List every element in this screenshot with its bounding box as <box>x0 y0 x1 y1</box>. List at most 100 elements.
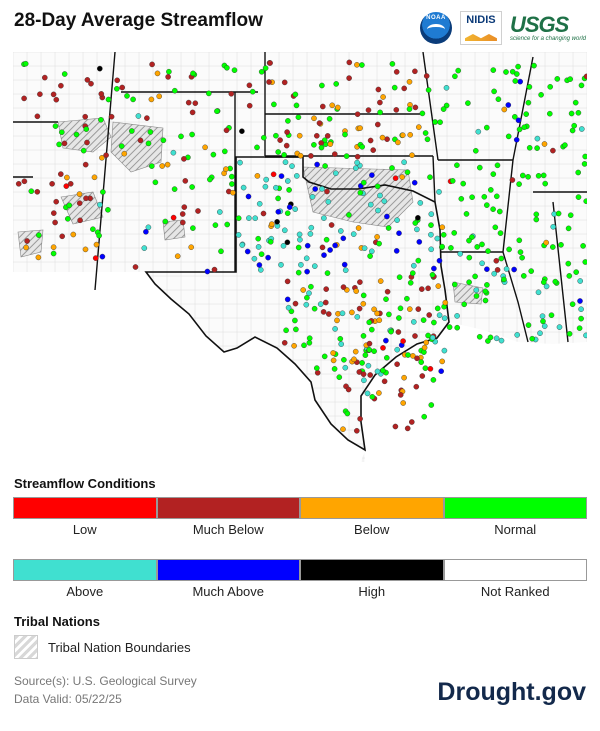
streamgage-point <box>296 231 303 238</box>
streamgage-point <box>423 339 430 346</box>
streamgage-point <box>255 244 262 250</box>
streamgage-point <box>492 224 499 231</box>
data-valid-line: Data Valid: 05/22/25 <box>14 692 122 706</box>
streamgage-point <box>160 137 167 144</box>
streamgage-point <box>383 354 390 361</box>
legend-swatch-high <box>300 559 444 581</box>
streamgage-point <box>349 309 355 316</box>
streamgage-point <box>525 174 531 180</box>
streamgage-point <box>505 102 512 108</box>
streamgage-point <box>292 206 299 212</box>
streamgage-point <box>141 245 148 251</box>
noaa-logo[interactable]: NOAA <box>419 12 452 44</box>
streamgage-point <box>300 287 307 293</box>
streamgage-point <box>28 188 35 194</box>
streamgage-point <box>135 113 142 119</box>
streamgage-point <box>400 338 406 344</box>
streamgage-point <box>331 151 338 157</box>
streamgage-point <box>505 133 512 140</box>
streamgage-point <box>336 374 343 381</box>
streamgage-point <box>430 377 437 383</box>
streamgage-point <box>513 71 520 77</box>
streamgage-point <box>103 152 109 158</box>
streamgage-point <box>205 90 212 97</box>
streamgage-point <box>472 273 478 280</box>
streamgage-point <box>304 294 310 301</box>
streamgage-point <box>476 164 483 171</box>
streamgage-point <box>543 239 550 246</box>
streamgage-point <box>311 142 317 148</box>
streamgage-point <box>270 171 277 178</box>
streamgage-point <box>22 60 29 67</box>
streamgage-point <box>223 127 230 134</box>
streamgage-point <box>410 262 417 269</box>
streamgage-point <box>148 96 155 103</box>
streamgage-point <box>313 133 320 139</box>
streamgage-point <box>435 283 442 289</box>
streamgage-point <box>356 305 363 312</box>
streamgage-point <box>487 187 494 193</box>
streamgage-point <box>404 295 410 302</box>
streamgage-point <box>319 103 326 110</box>
streamgage-point <box>367 253 373 259</box>
streamgage-point <box>265 254 271 261</box>
streamgage-point <box>84 77 91 83</box>
usgs-logo[interactable]: USGS science for a changing world <box>510 14 586 43</box>
streamgage-point <box>119 84 125 91</box>
streamgage-point <box>149 61 155 68</box>
streamgage-point <box>452 73 458 80</box>
streamgage-point <box>256 200 263 207</box>
streamgage-point <box>284 278 291 285</box>
streamgage-point <box>541 323 548 329</box>
streamgage-point <box>412 68 418 75</box>
streamgage-point <box>275 208 282 215</box>
streamgage-point <box>301 342 307 349</box>
streamgage-point <box>93 241 100 248</box>
streamgage-point <box>494 267 501 273</box>
streamgage-point <box>88 80 94 87</box>
streamgage-point <box>152 179 159 186</box>
streamgage-point <box>359 62 365 68</box>
streamgage-point <box>266 79 272 85</box>
streamgage-point <box>61 71 68 77</box>
drought-gov-brand[interactable]: Drought.gov <box>437 678 586 706</box>
partner-logos: NOAA NIDIS USGS science for a changing w… <box>419 10 586 46</box>
streamgage-point <box>82 161 89 168</box>
streamgage-point <box>423 73 430 79</box>
streamgage-point <box>494 162 501 169</box>
streamgage-point <box>577 298 583 304</box>
streamgage-point <box>443 102 450 109</box>
streamgage-point <box>297 236 303 243</box>
streamgage-point <box>145 140 152 147</box>
streamgage-point <box>130 96 136 103</box>
streamgage-point <box>148 163 155 169</box>
streamgage-point <box>35 254 42 261</box>
streamgage-point <box>314 369 321 376</box>
streamgage-point <box>496 208 503 215</box>
streamgage-point <box>415 214 421 221</box>
streamgage-point <box>181 204 188 210</box>
streamgage-point <box>52 123 59 129</box>
streamgage-point <box>395 139 401 146</box>
map-title: 28-Day Average Streamflow <box>14 10 263 31</box>
streamgage-point <box>457 250 464 257</box>
nidis-logo[interactable]: NIDIS <box>459 11 502 45</box>
streamgage-point <box>82 113 88 120</box>
streamgage-point <box>171 87 178 94</box>
streamgage-point <box>364 390 371 397</box>
streamgage-point <box>84 139 90 146</box>
streamgage-point <box>159 163 165 169</box>
tribal-hatch-swatch <box>14 635 38 659</box>
streamgage-point <box>454 162 460 168</box>
streamgage-point <box>509 177 516 183</box>
streamgage-point <box>515 63 521 70</box>
streamgage-point <box>484 266 490 272</box>
streamgage-point <box>376 317 383 324</box>
streamgage-point <box>96 232 102 239</box>
tribal-area <box>162 219 186 241</box>
streamflow-map[interactable] <box>12 51 590 462</box>
streamgage-point <box>359 144 366 150</box>
streamgage-point <box>555 210 562 217</box>
streamgage-point <box>327 141 334 147</box>
state-border <box>552 201 569 343</box>
